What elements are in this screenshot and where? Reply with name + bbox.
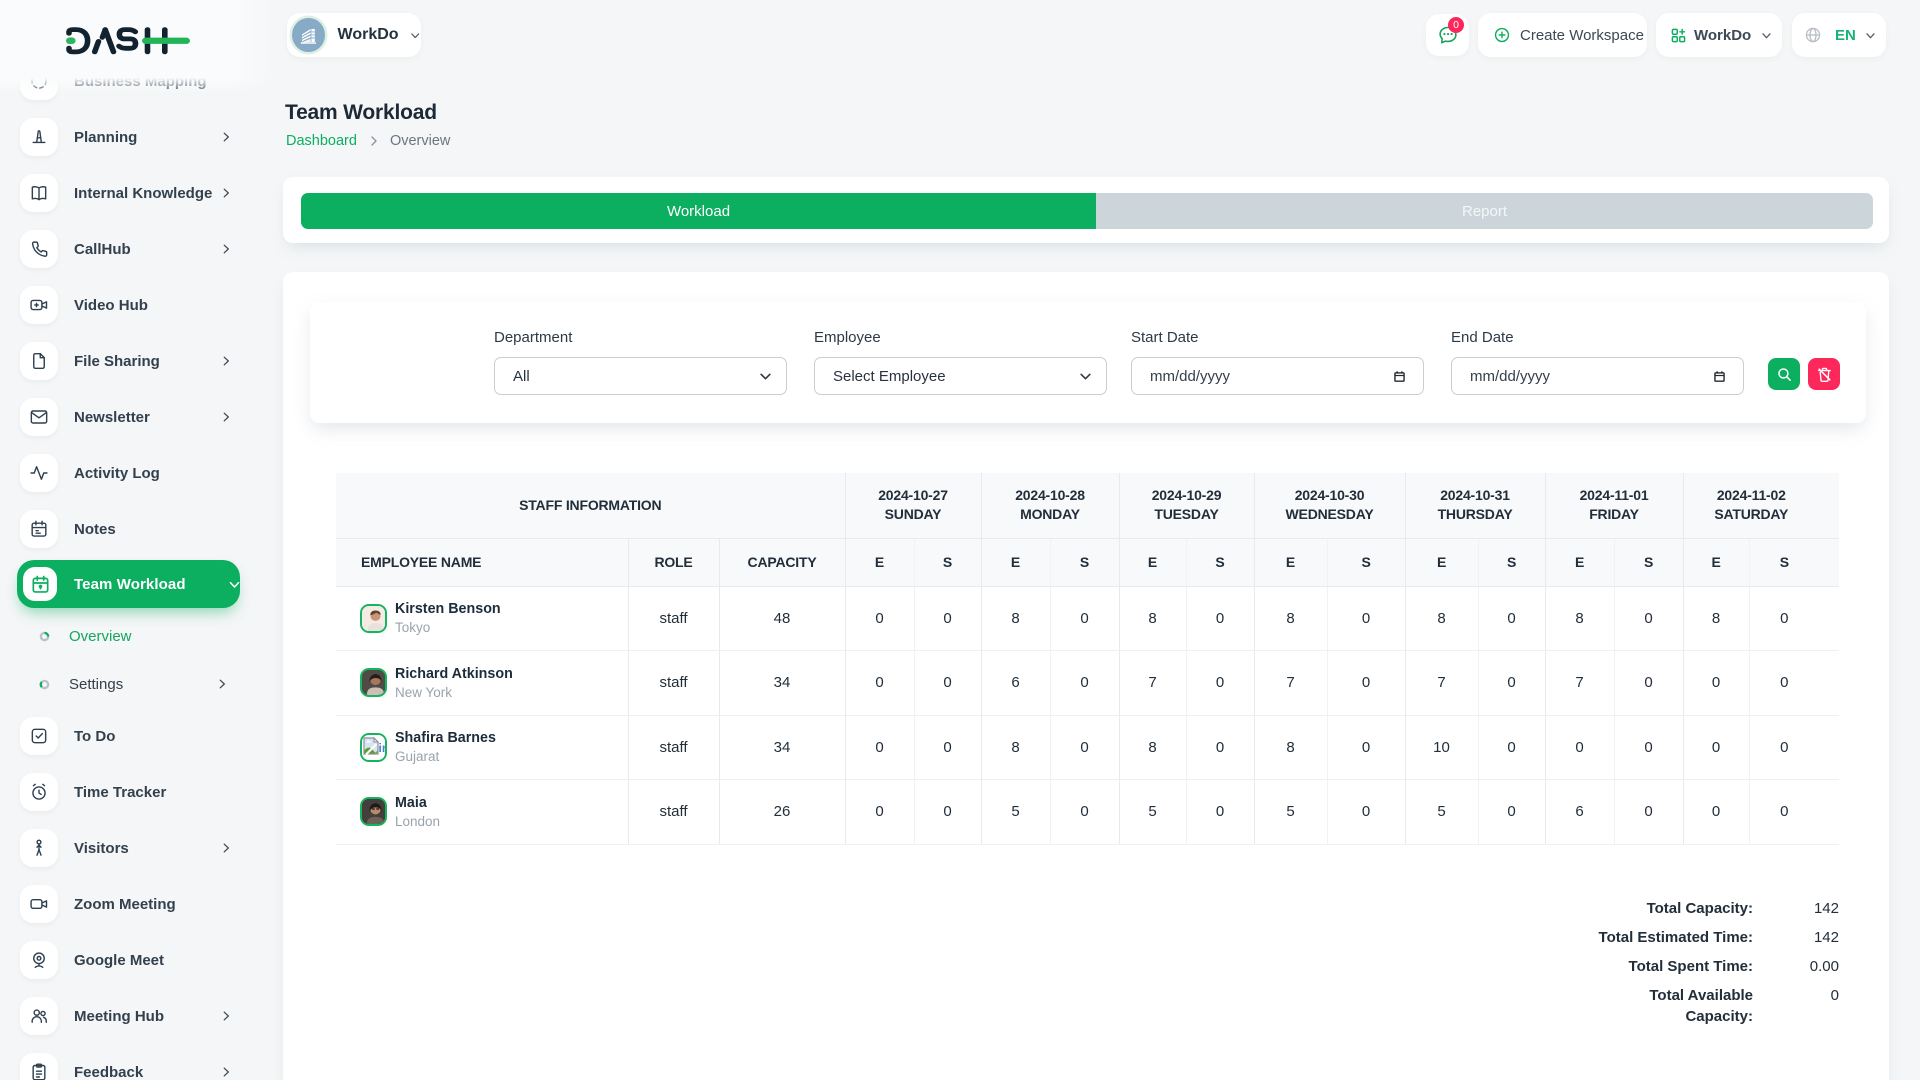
svg-text:in: in xyxy=(379,741,388,755)
